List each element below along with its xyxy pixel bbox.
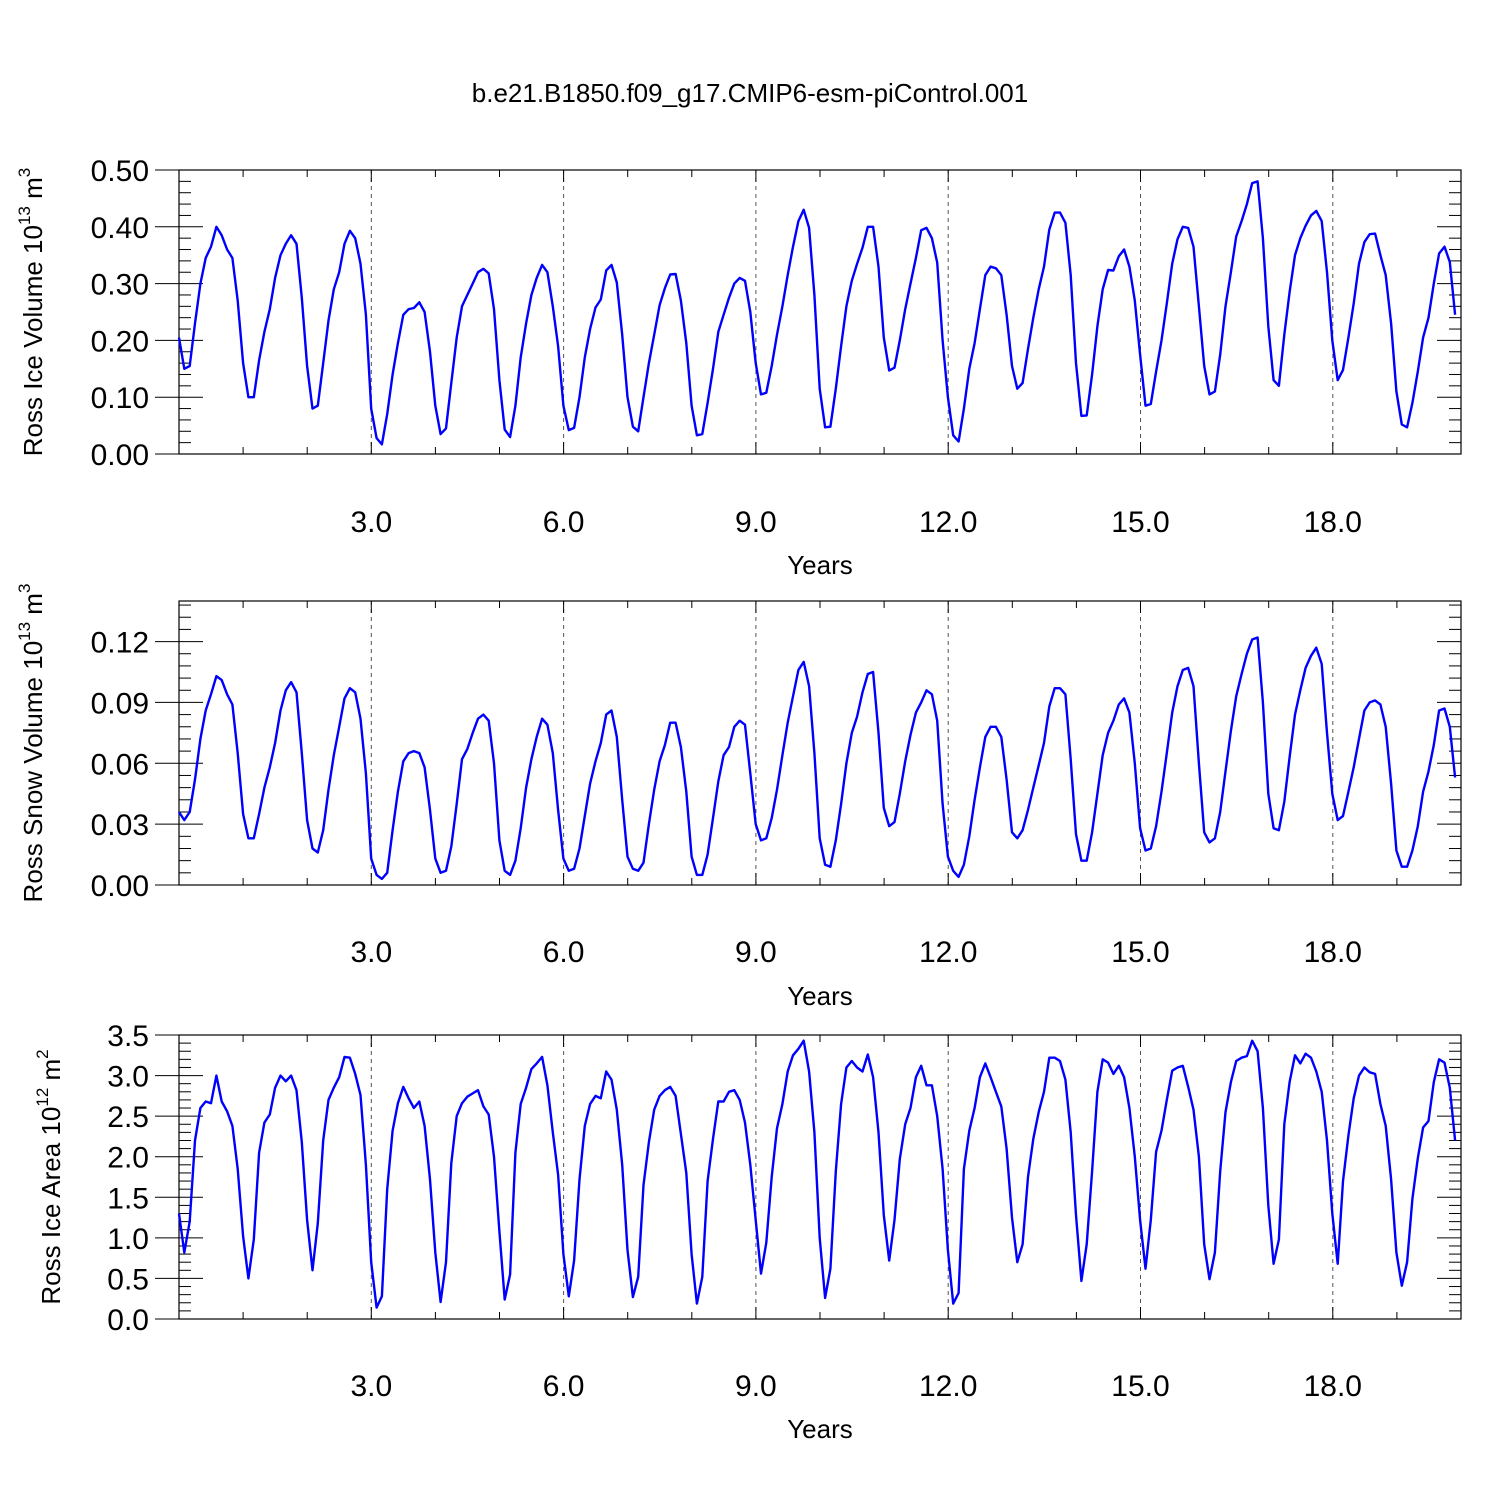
x-tick-label: 15.0 [1111, 506, 1169, 539]
y-axis-title-base: Ross Ice Area 10 [36, 1107, 66, 1305]
y-axis-title-unit: m [18, 593, 48, 622]
page-title: b.e21.B1850.f09_g17.CMIP6-esm-piControl.… [471, 78, 1029, 108]
x-tick-label: 12.0 [919, 506, 977, 539]
plot-frame [178, 600, 1462, 886]
y-axis-title-exponent: 13 [15, 206, 34, 225]
y-tick-label: 0.12 [91, 627, 149, 660]
y-tick-label: 0.00 [91, 439, 149, 472]
y-axis-title-exponent: 12 [33, 1088, 52, 1107]
y-tick-label: 0.00 [91, 870, 149, 903]
x-tick-label: 15.0 [1111, 936, 1169, 969]
x-tick-label: 9.0 [735, 936, 777, 969]
x-tick-label: 18.0 [1304, 1370, 1362, 1403]
y-axis-title-unit-exponent: 3 [15, 584, 34, 593]
y-axis-title-unit-exponent: 2 [33, 1049, 52, 1058]
y-axis-title-base: Ross Ice Volume 10 [18, 225, 48, 456]
y-axis-title-unit-exponent: 3 [15, 168, 34, 177]
x-tick-label: 15.0 [1111, 1370, 1169, 1403]
y-axis-title: Ross Ice Volume 1013 m3 [15, 168, 48, 457]
x-tick-label: 6.0 [543, 506, 585, 539]
x-tick-label: 18.0 [1304, 506, 1362, 539]
y-axis-title: Ross Ice Area 1012 m2 [33, 1049, 66, 1304]
x-tick-label: 3.0 [350, 936, 392, 969]
chart-panel-2: 0.00 0.03 0.06 0.09 0.12 3.0 6.0 9.0 12.0 15.0 18.… [15, 584, 1462, 1011]
series-line [177, 1039, 1457, 1309]
y-axis-title-unit: m [18, 177, 48, 206]
y-tick-label: 0.03 [91, 809, 149, 842]
x-tick-label: 6.0 [543, 936, 585, 969]
y-axis-title-unit: m [36, 1059, 66, 1088]
x-tick-label: 9.0 [735, 506, 777, 539]
chart-panel-1: 0.00 0.10 0.20 0.30 0.40 0.50 3.0 6.0 9.0 12.0 15.… [15, 155, 1462, 580]
y-tick-label: 0.10 [91, 382, 149, 415]
y-tick-label: 1.0 [107, 1223, 149, 1256]
y-tick-label: 0.30 [91, 269, 149, 302]
y-tick-label: 3.0 [107, 1061, 149, 1094]
x-tick-label: 18.0 [1304, 936, 1362, 969]
x-tick-label: 12.0 [919, 1370, 977, 1403]
x-axis-title: Years [787, 981, 853, 1011]
series-line [177, 636, 1457, 881]
y-tick-label: 0.40 [91, 212, 149, 245]
y-tick-label: 0.0 [107, 1304, 149, 1337]
y-axis-title-base: Ross Snow Volume 10 [18, 641, 48, 903]
y-axis-title: Ross Snow Volume 1013 m3 [15, 584, 48, 903]
x-tick-label: 3.0 [350, 506, 392, 539]
y-tick-label: 2.5 [107, 1101, 149, 1134]
y-tick-label: 0.5 [107, 1263, 149, 1296]
y-tick-label: 0.06 [91, 748, 149, 781]
series-line [177, 180, 1457, 446]
x-tick-label: 9.0 [735, 1370, 777, 1403]
plot-frame [178, 1034, 1462, 1320]
y-tick-label: 1.5 [107, 1182, 149, 1215]
y-tick-label: 2.0 [107, 1142, 149, 1175]
y-tick-label: 0.20 [91, 325, 149, 358]
x-tick-label: 3.0 [350, 1370, 392, 1403]
y-tick-label: 0.09 [91, 687, 149, 720]
y-tick-label: 0.50 [91, 155, 149, 188]
y-axis-title-exponent: 13 [15, 622, 34, 641]
chart-panel-3: 0.0 0.5 1.0 1.5 2.0 2.5 3.0 3.5 3.0 6.0 9.0 12.0 15.… [33, 1020, 1462, 1444]
x-tick-label: 12.0 [919, 936, 977, 969]
x-tick-label: 6.0 [543, 1370, 585, 1403]
x-axis-title: Years [787, 550, 853, 580]
x-axis-title: Years [787, 1414, 853, 1444]
plot-frame [178, 169, 1462, 455]
y-tick-label: 3.5 [107, 1020, 149, 1053]
